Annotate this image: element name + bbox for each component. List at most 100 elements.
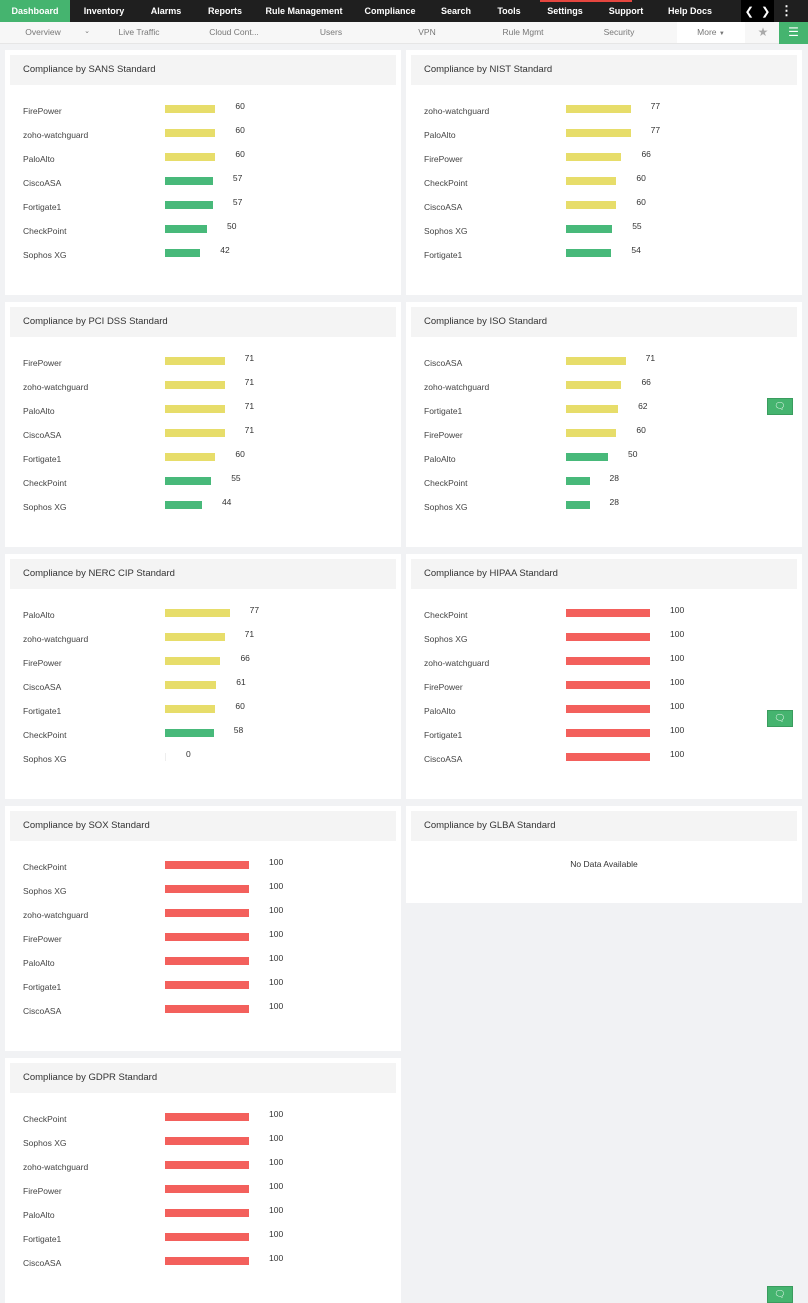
nav-dashboard[interactable]: Dashboard xyxy=(0,0,70,22)
compliance-bar[interactable] xyxy=(566,753,650,761)
compliance-bar[interactable] xyxy=(566,177,617,185)
nav-inventory[interactable]: Inventory xyxy=(83,6,125,16)
compliance-bar[interactable] xyxy=(566,477,590,485)
tab-vpn[interactable]: VPN xyxy=(418,27,436,37)
compliance-bar[interactable] xyxy=(165,681,217,689)
compliance-bar[interactable] xyxy=(165,477,212,485)
compliance-bar[interactable] xyxy=(165,381,225,389)
compliance-bar[interactable] xyxy=(165,753,166,761)
tab-rule-mgmt[interactable]: Rule Mgmt xyxy=(502,27,544,37)
nav-tools[interactable]: Tools xyxy=(497,6,521,16)
star-icon[interactable]: ★ xyxy=(757,25,769,39)
bar-value: 71 xyxy=(244,353,255,363)
compliance-bar[interactable] xyxy=(566,501,590,509)
compliance-bar[interactable] xyxy=(566,201,617,209)
compliance-bar[interactable] xyxy=(566,153,622,161)
compliance-bar[interactable] xyxy=(566,129,631,137)
device-label: zoho-watchguard xyxy=(23,382,89,392)
compliance-widget: Compliance by NERC CIP Standard PaloAlto 7… xyxy=(5,554,401,799)
compliance-bar[interactable] xyxy=(165,405,225,413)
tab-overview[interactable]: Overview xyxy=(25,27,61,37)
compliance-bar[interactable] xyxy=(566,657,650,665)
compliance-bar[interactable] xyxy=(165,201,213,209)
chart-row: zoho-watchguard 100 xyxy=(5,905,401,921)
bar-value: 0 xyxy=(186,749,191,759)
compliance-bar[interactable] xyxy=(566,681,650,689)
compliance-bar[interactable] xyxy=(165,1233,249,1241)
chart-row: Sophos XG 100 xyxy=(406,629,802,645)
chevron-right-icon[interactable]: ❯ xyxy=(761,5,771,18)
compliance-bar[interactable] xyxy=(566,381,622,389)
chat-icon[interactable]: 🗨 xyxy=(767,1286,793,1303)
compliance-bar[interactable] xyxy=(566,705,650,713)
compliance-bar[interactable] xyxy=(165,153,216,161)
compliance-bar[interactable] xyxy=(165,1113,249,1121)
compliance-bar[interactable] xyxy=(165,225,207,233)
compliance-bar[interactable] xyxy=(566,453,608,461)
nav-settings[interactable]: Settings xyxy=(547,6,583,16)
chart-row: Fortigate1 100 xyxy=(406,725,802,741)
add-widget-button[interactable]: ☰ xyxy=(779,22,808,44)
compliance-bar[interactable] xyxy=(165,1209,249,1217)
nav-reports[interactable]: Reports xyxy=(207,6,243,16)
compliance-bar[interactable] xyxy=(165,429,225,437)
compliance-bar[interactable] xyxy=(566,105,631,113)
compliance-bar[interactable] xyxy=(165,633,225,641)
compliance-bar[interactable] xyxy=(165,933,249,941)
compliance-bar[interactable] xyxy=(165,981,249,989)
compliance-bar[interactable] xyxy=(566,405,619,413)
compliance-bar[interactable] xyxy=(566,225,613,233)
compliance-bar[interactable] xyxy=(566,357,626,365)
compliance-bar[interactable] xyxy=(165,249,201,257)
compliance-bar[interactable] xyxy=(165,657,221,665)
compliance-bar[interactable] xyxy=(165,1137,249,1145)
nav-help-docs[interactable]: Help Docs xyxy=(667,6,713,16)
top-navigation: Dashboard Inventory Alarms Reports Rule … xyxy=(0,0,808,22)
bar-value: 42 xyxy=(220,245,230,255)
compliance-bar[interactable] xyxy=(566,633,650,641)
compliance-bar[interactable] xyxy=(165,129,216,137)
compliance-bar[interactable] xyxy=(165,501,202,509)
nav-rule-management[interactable]: Rule Management xyxy=(265,6,343,16)
more-dropdown[interactable]: More ▼ xyxy=(677,22,745,43)
compliance-bar[interactable] xyxy=(165,609,230,617)
chevron-left-icon[interactable]: ❮ xyxy=(744,5,754,18)
chevron-down-icon[interactable]: ⌄ xyxy=(84,28,90,35)
nav-alarms[interactable]: Alarms xyxy=(150,6,182,16)
compliance-bar[interactable] xyxy=(165,885,249,893)
compliance-bar[interactable] xyxy=(566,429,617,437)
compliance-bar[interactable] xyxy=(165,729,214,737)
tab-users[interactable]: Users xyxy=(319,27,343,37)
tab-live-traffic[interactable]: Live Traffic xyxy=(118,27,160,37)
compliance-bar[interactable] xyxy=(165,1257,249,1265)
chart-row: PaloAlto 50 xyxy=(406,449,802,465)
bar-value: 100 xyxy=(269,1181,284,1191)
compliance-bar[interactable] xyxy=(165,909,249,917)
compliance-bar[interactable] xyxy=(165,357,225,365)
chat-icon[interactable]: 🗨 xyxy=(767,710,793,727)
compliance-bar[interactable] xyxy=(165,177,213,185)
tab-cloud-control[interactable]: Cloud Cont... xyxy=(209,27,259,37)
compliance-bar[interactable] xyxy=(165,1005,249,1013)
compliance-bar[interactable] xyxy=(165,861,249,869)
chart-row: PaloAlto 100 xyxy=(5,953,401,969)
bar-value: 60 xyxy=(235,125,245,135)
nav-search[interactable]: Search xyxy=(440,6,472,16)
nav-support[interactable]: Support xyxy=(608,6,644,16)
compliance-bar[interactable] xyxy=(165,453,216,461)
compliance-bar[interactable] xyxy=(165,105,216,113)
compliance-bar[interactable] xyxy=(165,1185,249,1193)
compliance-bar[interactable] xyxy=(566,729,650,737)
compliance-bar[interactable] xyxy=(566,609,650,617)
tab-security[interactable]: Security xyxy=(603,27,635,37)
kebab-menu-icon[interactable]: ⋮ xyxy=(780,3,793,18)
compliance-bar[interactable] xyxy=(165,1161,249,1169)
chart-row: zoho-watchguard 100 xyxy=(406,653,802,669)
compliance-bar[interactable] xyxy=(165,705,216,713)
compliance-bar[interactable] xyxy=(566,249,612,257)
nav-compliance[interactable]: Compliance xyxy=(364,6,416,16)
device-label: CiscoASA xyxy=(23,682,62,692)
active-indicator xyxy=(540,0,632,2)
chat-icon[interactable]: 🗨 xyxy=(767,398,793,415)
compliance-bar[interactable] xyxy=(165,957,249,965)
